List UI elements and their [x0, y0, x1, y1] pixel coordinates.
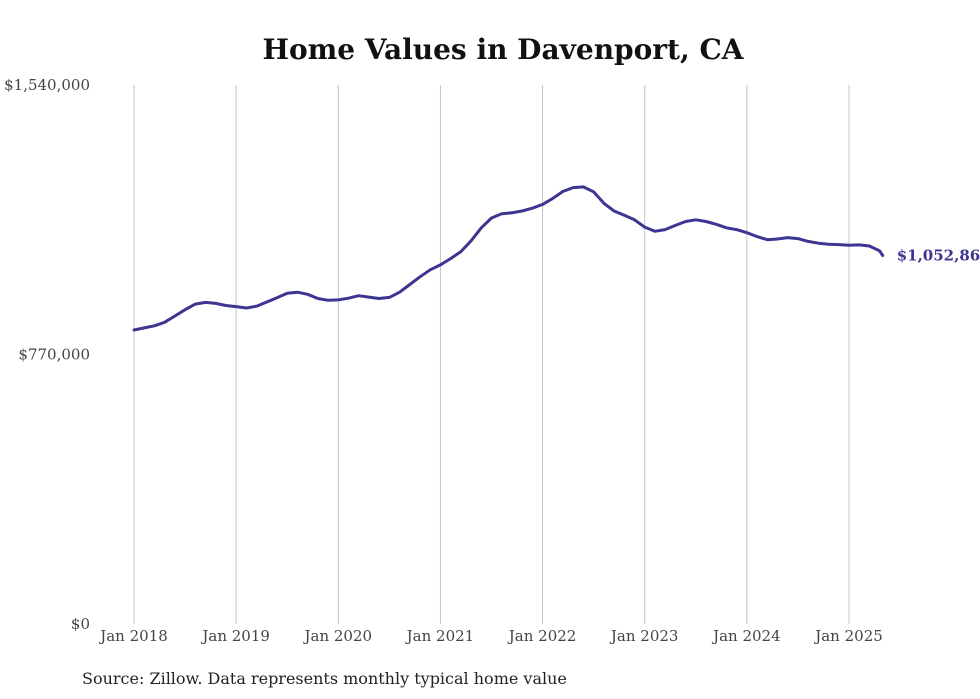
y-tick-label: $770,000 [18, 346, 90, 364]
x-tick-label: Jan 2025 [813, 627, 883, 645]
source-note: Source: Zillow. Data represents monthly … [82, 669, 567, 688]
x-tick-label: Jan 2023 [609, 627, 679, 645]
chart-title: Home Values in Davenport, CA [263, 33, 745, 66]
x-tick-label: Jan 2022 [507, 627, 577, 645]
x-tick-label: Jan 2019 [200, 627, 270, 645]
series-layer: $1,052,860 [132, 185, 980, 332]
x-tick-label: Jan 2018 [98, 627, 168, 645]
x-tick-label: Jan 2020 [303, 627, 373, 645]
y-tick-label: $0 [71, 615, 90, 633]
end-value-label: $1,052,860 [897, 246, 980, 264]
x-tick-label: Jan 2024 [711, 627, 781, 645]
series-line [132, 185, 885, 332]
x-axis-ticks: Jan 2018 Jan 2019 Jan 2020 Jan 2021 Jan 2022… [98, 627, 883, 645]
y-axis-ticks: $0 $770,000 $1,540,000 [4, 76, 90, 633]
x-tick-label: Jan 2021 [405, 627, 475, 645]
y-tick-label: $1,540,000 [4, 76, 90, 94]
gridlines [133, 85, 850, 624]
